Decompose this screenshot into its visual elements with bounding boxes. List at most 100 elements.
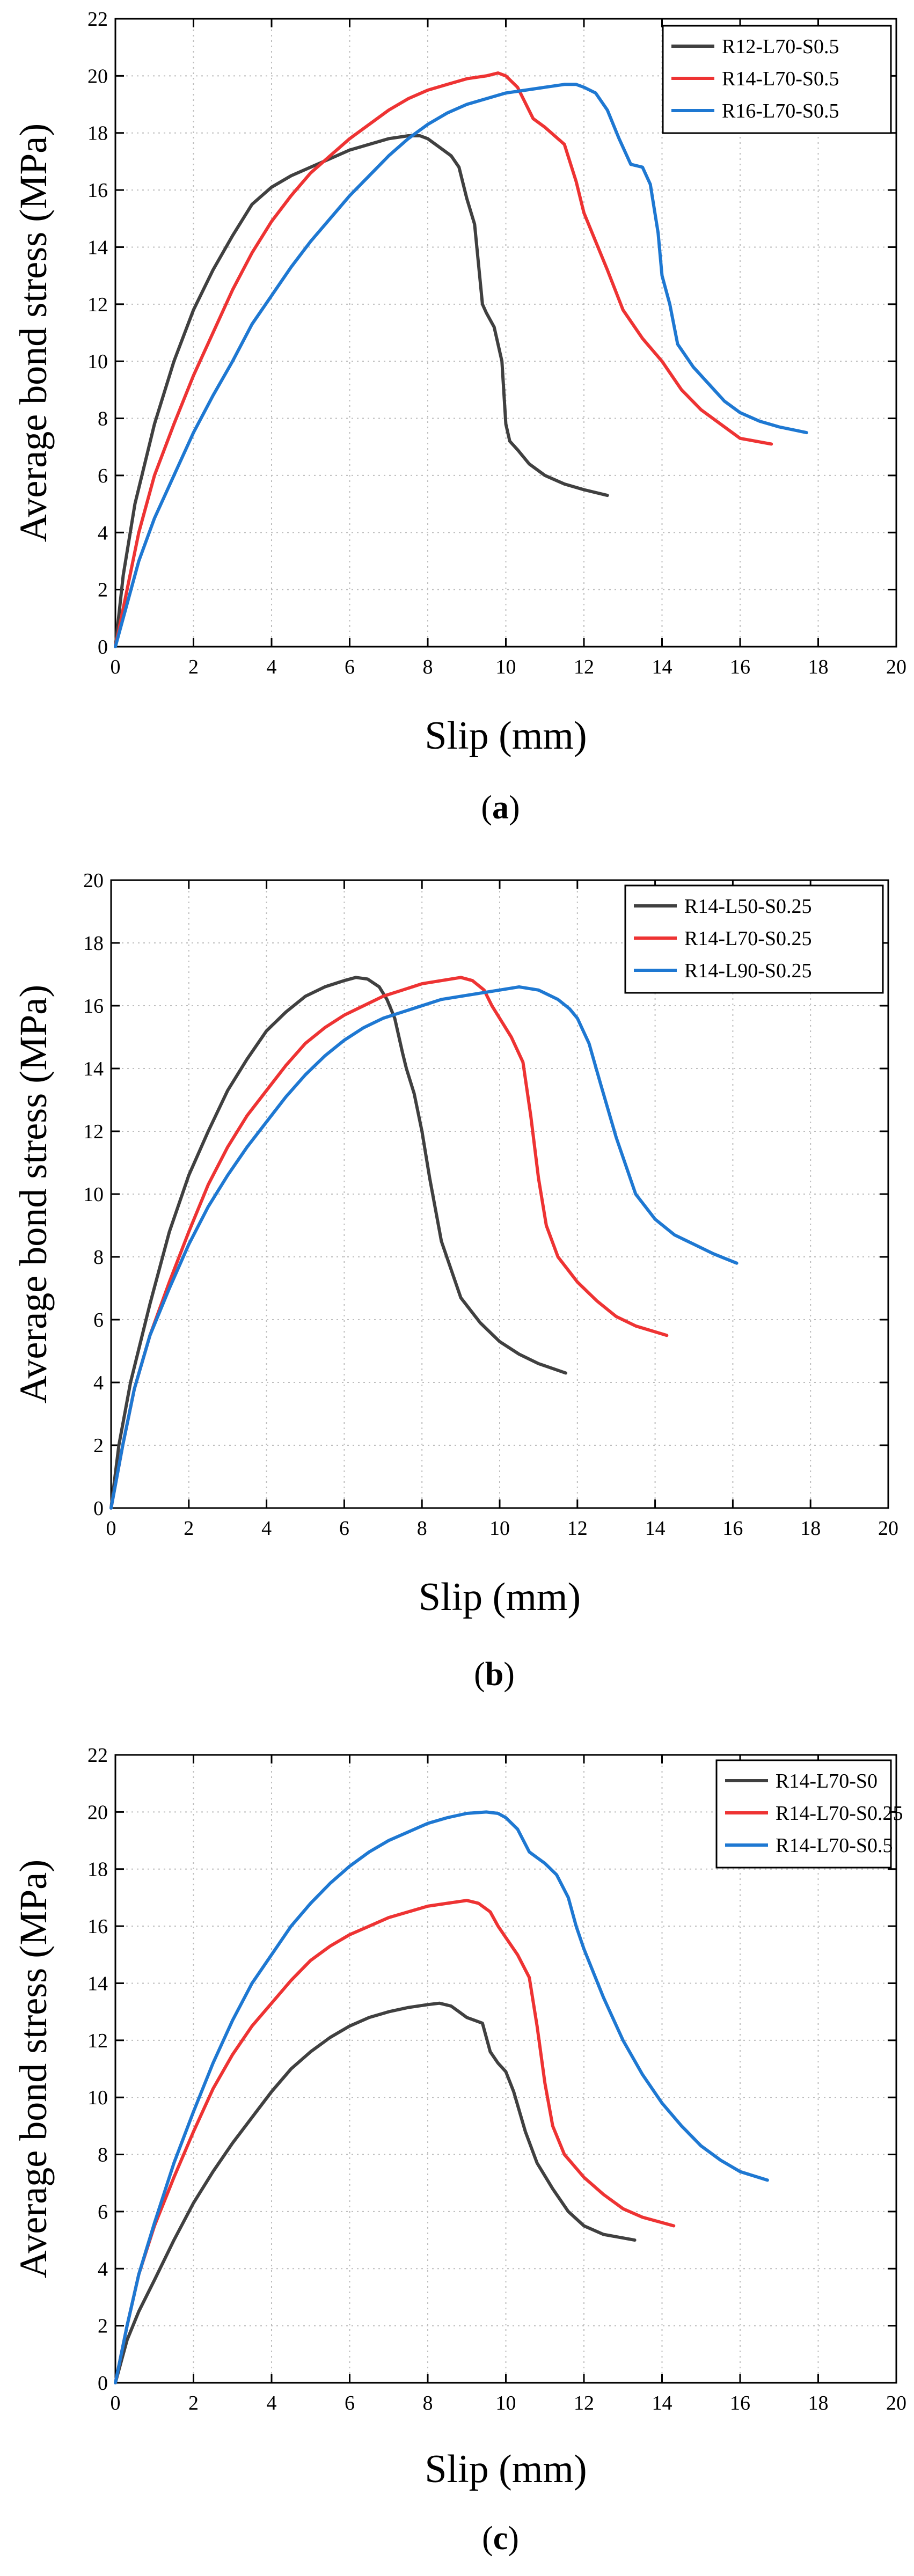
- x-tick-label: 16: [730, 2392, 750, 2414]
- legend-label-2: R14-L70-S0.5: [722, 68, 839, 90]
- y-tick-label: 16: [83, 995, 104, 1018]
- y-tick-label: 0: [93, 1497, 104, 1520]
- x-tick-label: 8: [423, 2392, 433, 2414]
- legend-label-1: R14-L70-S0: [776, 1770, 878, 1792]
- y-tick-label: 0: [98, 636, 108, 658]
- chart-panel-3: 0 2 4 6 8 10 12 14 16 18 20 0 2 4 6 8 10 12 14 16 18 20 22 Slip…: [12, 1744, 906, 2557]
- panel-label: (b): [474, 1656, 515, 1693]
- panel-label: (a): [481, 789, 520, 826]
- x-tick-label: 4: [267, 2392, 277, 2414]
- x-tick-label: 18: [800, 1517, 821, 1540]
- legend: R12-L70-S0.5 R14-L70-S0.5 R16-L70-S0.5: [662, 25, 892, 134]
- y-axis-label: Average bond stress (MPa): [12, 985, 55, 1403]
- x-tick-label: 10: [496, 656, 516, 678]
- x-tick-label: 18: [808, 656, 829, 678]
- y-tick-label: 6: [98, 465, 108, 487]
- x-tick-label: 2: [188, 2392, 199, 2414]
- x-axis-label: Slip (mm): [425, 714, 587, 758]
- x-tick-label: 0: [111, 2392, 121, 2414]
- y-tick-label: 10: [87, 2087, 108, 2109]
- y-tick-label: 20: [87, 1801, 108, 1824]
- x-tick-label: 16: [730, 656, 750, 678]
- y-tick-label: 4: [98, 2258, 108, 2280]
- y-axis-label: Average bond stress (MPa): [12, 123, 55, 542]
- y-tick-label: 12: [83, 1121, 104, 1143]
- x-tick-label: 4: [267, 656, 277, 678]
- y-tick-label: 4: [98, 522, 108, 544]
- x-tick-label: 4: [261, 1517, 272, 1540]
- y-tick-label: 20: [87, 65, 108, 87]
- x-tick-label: 8: [417, 1517, 427, 1540]
- series-line-3: [109, 985, 738, 1510]
- legend-label-2: R14-L70-S0.25: [776, 1802, 903, 1825]
- x-tick-label: 18: [808, 2392, 829, 2414]
- x-tick-label: 14: [652, 2392, 672, 2414]
- x-tick-label: 14: [652, 656, 672, 678]
- legend-label-3: R14-L90-S0.25: [684, 960, 812, 982]
- y-tick-label: 14: [87, 236, 108, 259]
- legend: R14-L70-S0 R14-L70-S0.25 R14-L70-S0.5: [715, 1759, 903, 1869]
- y-tick-label: 18: [87, 122, 108, 145]
- legend-label-1: R14-L50-S0.25: [684, 895, 812, 918]
- y-tick-label: 12: [87, 294, 108, 316]
- x-tick-label: 12: [574, 656, 594, 678]
- y-tick-label: 10: [87, 350, 108, 373]
- x-tick-label: 12: [574, 2392, 594, 2414]
- series-line-1: [109, 976, 568, 1510]
- x-axis-label: Slip (mm): [419, 1575, 581, 1619]
- x-tick-label: 12: [567, 1517, 588, 1540]
- series-line-2: [109, 976, 669, 1510]
- x-tick-label: 14: [645, 1517, 666, 1540]
- chart-panel-2: 0 2 4 6 8 10 12 14 16 18 20 0 2 4 6 8 10 12 14 16 18 20 Slip (…: [12, 869, 898, 1693]
- series-line-2: [114, 71, 773, 648]
- series-line-1: [114, 2001, 637, 2384]
- legend-label-1: R12-L70-S0.5: [722, 35, 839, 58]
- y-tick-label: 22: [87, 1744, 108, 1767]
- y-tick-label: 8: [98, 408, 108, 430]
- y-tick-label: 2: [98, 579, 108, 602]
- y-tick-label: 0: [98, 2372, 108, 2395]
- y-tick-label: 6: [98, 2201, 108, 2223]
- y-tick-label: 8: [98, 2144, 108, 2167]
- y-tick-label: 16: [87, 179, 108, 202]
- legend-label-2: R14-L70-S0.25: [684, 927, 812, 950]
- series-line-1: [114, 134, 609, 648]
- x-tick-label: 6: [345, 656, 355, 678]
- y-tick-label: 22: [87, 8, 108, 31]
- x-tick-label: 2: [188, 656, 199, 678]
- x-tick-label: 20: [878, 1517, 898, 1540]
- x-tick-label: 6: [339, 1517, 349, 1540]
- legend: R14-L50-S0.25 R14-L70-S0.25 R14-L90-S0.25: [624, 884, 884, 994]
- y-axis-label: Average bond stress (MPa): [12, 1860, 55, 2278]
- x-tick-label: 0: [111, 656, 121, 678]
- y-tick-label: 12: [87, 2030, 108, 2052]
- x-tick-label: 8: [423, 656, 433, 678]
- y-tick-label: 14: [83, 1058, 104, 1080]
- x-axis-label: Slip (mm): [425, 2447, 587, 2491]
- x-tick-label: 20: [886, 2392, 906, 2414]
- series-line-3: [114, 1810, 769, 2384]
- series-line-2: [114, 1899, 676, 2384]
- y-tick-label: 6: [93, 1309, 104, 1331]
- x-tick-label: 2: [184, 1517, 194, 1540]
- y-tick-label: 10: [83, 1183, 104, 1206]
- x-tick-label: 10: [489, 1517, 510, 1540]
- panel-label: (c): [482, 2520, 519, 2557]
- y-tick-label: 2: [93, 1435, 104, 1457]
- x-tick-label: 10: [496, 2392, 516, 2414]
- y-tick-label: 18: [83, 932, 104, 955]
- chart-panel-1: 0 2 4 6 8 10 12 14 16 18 20 0 2 4 6 8 10 12 14 16 18 20 22 Slip…: [12, 8, 906, 826]
- y-tick-label: 4: [93, 1372, 104, 1394]
- y-tick-label: 14: [87, 1972, 108, 1995]
- x-tick-label: 0: [106, 1517, 116, 1540]
- y-tick-label: 16: [87, 1915, 108, 1938]
- y-tick-label: 20: [83, 869, 104, 892]
- x-tick-label: 20: [886, 656, 906, 678]
- legend-label-3: R16-L70-S0.5: [722, 100, 839, 122]
- series-line-3: [114, 83, 808, 648]
- x-tick-label: 16: [722, 1517, 743, 1540]
- legend-label-3: R14-L70-S0.5: [776, 1834, 893, 1857]
- x-tick-label: 6: [345, 2392, 355, 2414]
- y-tick-label: 18: [87, 1858, 108, 1881]
